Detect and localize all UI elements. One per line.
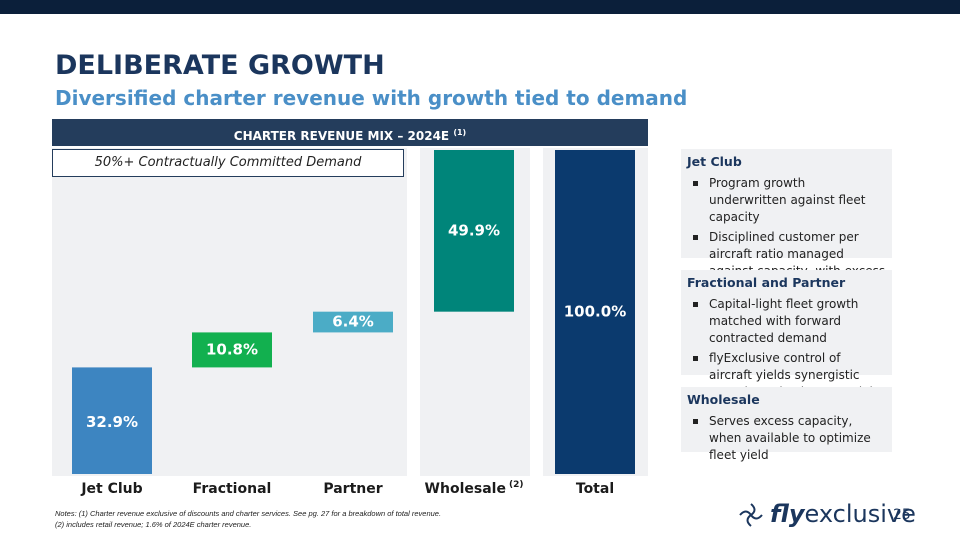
data-label: 32.9% [86, 413, 138, 431]
annotation: 50%+ Contractually Committed Demand [52, 149, 404, 177]
subtitle: Diversified charter revenue with growth … [55, 86, 688, 110]
sidebar-section: Jet Club Program growth underwritten agai… [681, 149, 892, 295]
sidebar-heading: Fractional and Partner [687, 275, 846, 290]
bullet-text: Serves excess capacity, when available t… [709, 414, 871, 462]
bullet: Capital-light fleet growth matched with … [687, 296, 886, 347]
chart-title-text: CHARTER REVENUE MIX – 2024E [233, 129, 450, 143]
chart-title-note: (1) [453, 128, 467, 137]
chart: 32.9% Jet Club 10.8% Fractional 6.4% Partner 4… [52, 148, 648, 498]
sidebar-section: Wholesale Serves excess capacity, when av… [681, 387, 892, 462]
bullet-marker [693, 181, 698, 186]
x-tick-label-text: Wholesale [425, 481, 506, 497]
logo: flyexclusive [770, 500, 916, 528]
bullet: Program growth underwritten against flee… [687, 175, 886, 226]
x-tick-label-text: Fractional [193, 481, 272, 497]
bullet-marker [693, 302, 698, 307]
bullet-text: Program growth underwritten against flee… [709, 176, 866, 224]
note: (2) includes retail revenue; 1.6% of 202… [55, 520, 252, 529]
bullet-marker [693, 419, 698, 424]
note: Notes: (1) Charter revenue exclusive of … [55, 509, 442, 518]
sidebar-heading: Wholesale [687, 392, 760, 407]
bullet-marker [693, 235, 698, 240]
x-tick-label: Total [576, 481, 614, 497]
bar [72, 367, 152, 474]
data-label: 49.9% [448, 221, 500, 239]
sidebar-section: Fractional and Partner Capital-light flee… [681, 270, 892, 399]
x-tick-label-note: (2) [509, 480, 524, 490]
x-tick-label: Jet Club [80, 481, 142, 497]
bullet: Serves excess capacity, when available t… [687, 413, 886, 464]
sidebar-heading: Jet Club [687, 154, 742, 169]
chart-title: CHARTER REVENUE MIX – 2024E (1) [52, 119, 648, 146]
data-label: 10.8% [206, 340, 258, 358]
top-bar [0, 0, 960, 14]
x-tick-label-text: Partner [323, 481, 382, 497]
bullet-marker [693, 356, 698, 361]
data-label: 100.0% [564, 303, 626, 321]
logo-prefix: fly [770, 500, 805, 528]
title: DELIBERATE GROWTH [55, 50, 385, 81]
x-tick-label: Wholesale (2) [425, 480, 524, 498]
bar [434, 150, 514, 312]
x-tick-label: Fractional [193, 481, 272, 497]
bullet-text: Capital-light fleet growth matched with … [709, 297, 859, 345]
bar [555, 150, 635, 474]
bar [313, 311, 393, 333]
x-tick-label-text: Total [576, 481, 614, 497]
data-label: 6.4% [332, 313, 374, 331]
page-number: 25 [893, 507, 911, 523]
x-tick-label-text: Jet Club [80, 481, 142, 497]
logo-mark [739, 503, 763, 527]
logo-name: exclusive [804, 500, 916, 528]
bar [192, 332, 272, 368]
x-tick-label: Partner [323, 481, 382, 497]
